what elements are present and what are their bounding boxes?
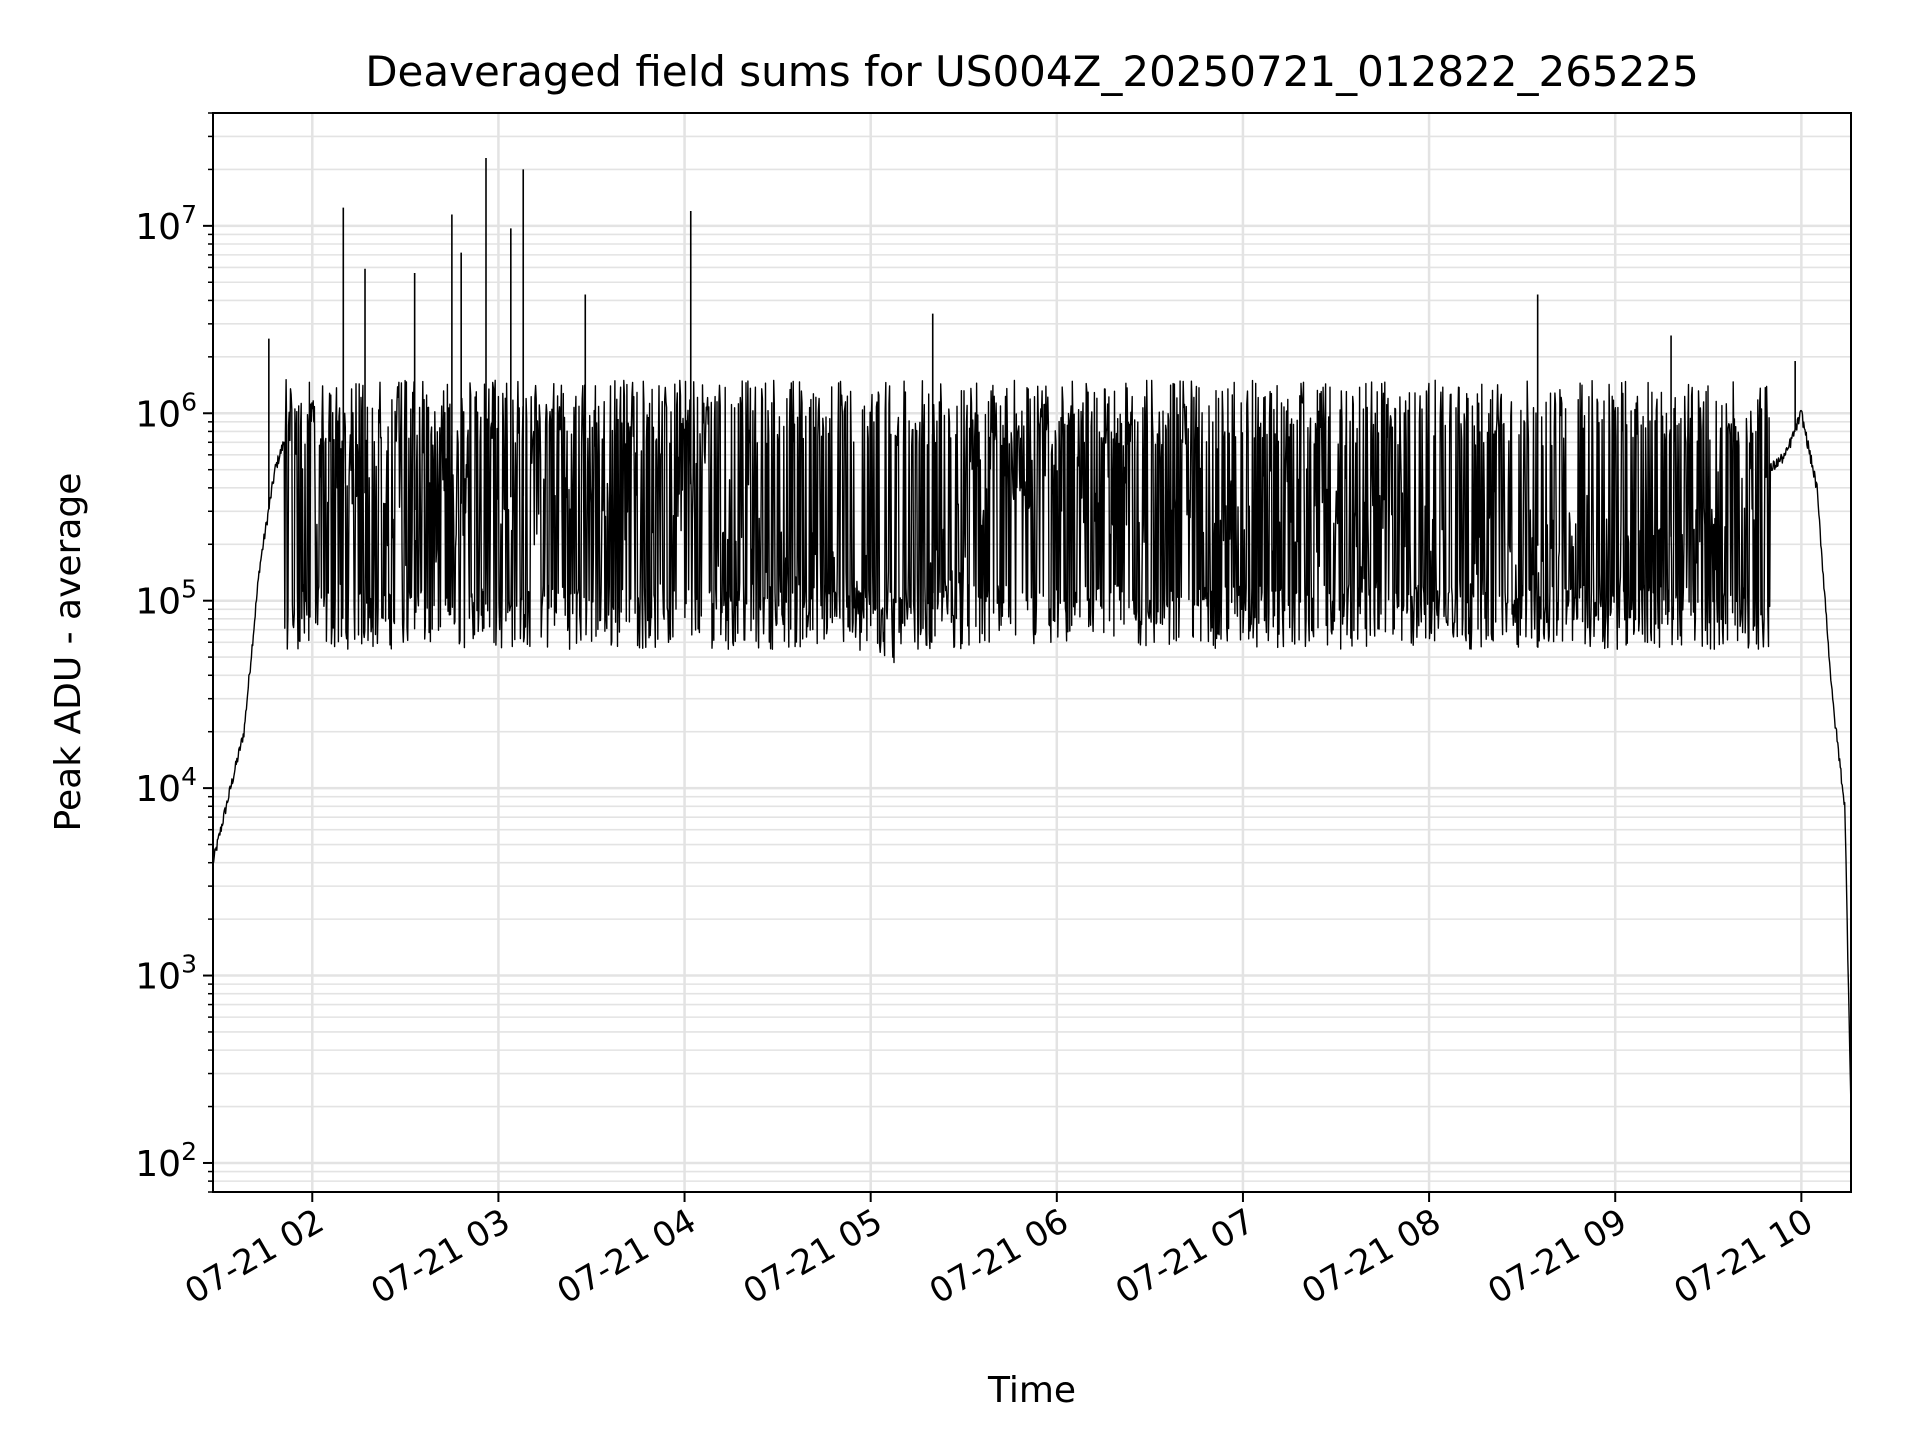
- chart-title: Deaveraged field sums for US004Z_2025072…: [365, 47, 1699, 96]
- y-tick-label: 106: [135, 387, 197, 435]
- y-tick-label: 105: [135, 575, 197, 623]
- y-tick-label: 107: [135, 200, 197, 248]
- y-tick-label: 102: [135, 1137, 197, 1185]
- x-axis-label: Time: [987, 1370, 1076, 1411]
- y-tick-label: 103: [135, 950, 197, 998]
- y-axis-label: Peak ADU - average: [48, 473, 89, 832]
- data-series: [212, 158, 1852, 1109]
- series-line: [212, 379, 1852, 1109]
- plot-frame: [212, 112, 1852, 1193]
- y-tick-label: 104: [135, 762, 197, 810]
